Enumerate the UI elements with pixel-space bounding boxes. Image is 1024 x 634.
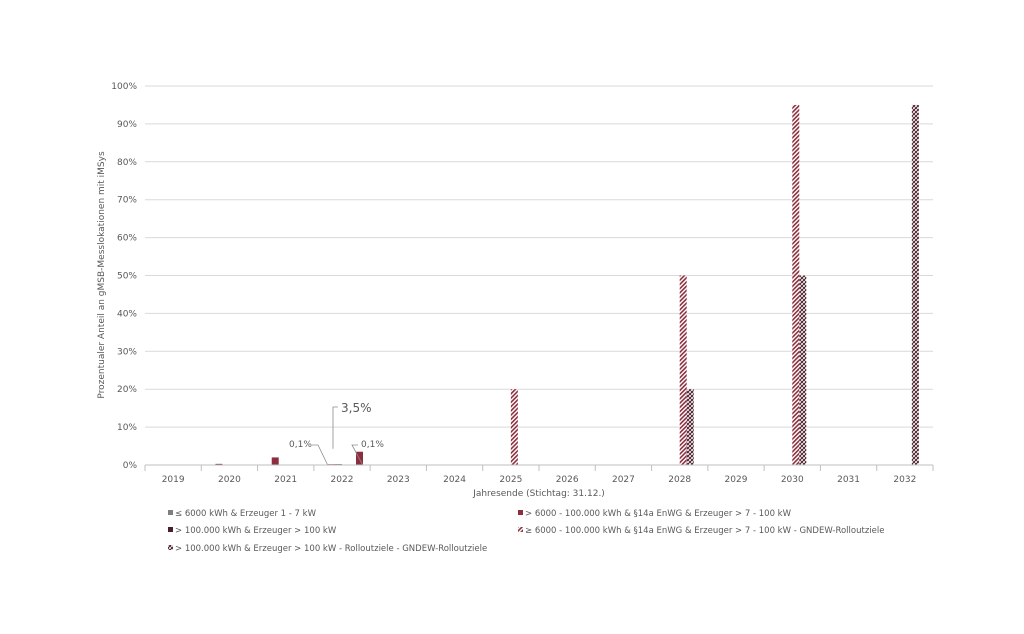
legend-label: ≥ 6000 - 100.000 kWh & §14a EnWG & Erzeu… <box>525 526 884 536</box>
x-tick-label: 2019 <box>162 475 185 485</box>
leader-line <box>332 406 338 449</box>
x-tick-label: 2028 <box>668 475 691 485</box>
data-label: 0,1% <box>289 440 312 450</box>
y-tick-label: 90% <box>117 120 137 130</box>
bar <box>792 104 800 465</box>
bar <box>799 275 807 465</box>
leader-line <box>351 444 363 465</box>
x-tick-label: 2023 <box>387 475 410 485</box>
bar <box>686 389 694 465</box>
x-tick-label: 2021 <box>274 475 297 485</box>
y-tick-label: 40% <box>117 309 137 319</box>
bar <box>215 463 223 465</box>
legend-swatch <box>168 545 173 550</box>
x-tick-label: 2020 <box>218 475 241 485</box>
bar <box>911 104 919 465</box>
gridlines <box>145 85 933 428</box>
x-tick-label: 2027 <box>612 475 635 485</box>
x-tick-label: 2030 <box>781 475 804 485</box>
y-tick-label: 30% <box>117 347 137 357</box>
x-tick-label: 2029 <box>725 475 748 485</box>
bar <box>510 389 518 465</box>
bar <box>271 457 279 465</box>
legend-swatch <box>518 510 523 515</box>
legend-label: > 100.000 kWh & Erzeuger > 100 kW - Roll… <box>175 544 487 554</box>
legend-swatch <box>168 510 173 515</box>
x-axis-title: Jahresende (Stichtag: 31.12.) <box>472 489 605 499</box>
y-tick-label: 50% <box>117 272 137 282</box>
y-tick-label: 60% <box>117 234 137 244</box>
x-tick-label: 2022 <box>331 475 354 485</box>
y-tick-label: 0% <box>123 461 138 471</box>
x-tick-label: 2031 <box>837 475 860 485</box>
y-tick-label: 10% <box>117 423 137 433</box>
data-label: 0,1% <box>361 440 384 450</box>
legend-label: > 100.000 kWh & Erzeuger > 100 kW <box>175 526 337 536</box>
legend-swatch <box>168 527 173 532</box>
y-tick-label: 80% <box>117 158 137 168</box>
y-tick-label: 100% <box>111 82 137 92</box>
legend-swatch <box>518 527 523 532</box>
bar <box>679 275 687 465</box>
y-axis-title: Prozentualer Anteil an gMSB-Messlokation… <box>97 151 107 399</box>
axes: 0% 10% 20% 30% 40% 50% 60% 70% 80% 90% 100% 2019 202… <box>111 82 934 485</box>
x-tick-label: 2025 <box>499 475 522 485</box>
legend-label: > 6000 - 100.000 kWh & §14a EnWG & Erzeu… <box>525 509 792 519</box>
annotations: 0,1% 3,5% 0,1% <box>289 401 384 465</box>
legend: ≤ 6000 kWh & Erzeuger 1 - 7 kW > 6000 - 1… <box>168 509 884 554</box>
x-tick-label: 2024 <box>443 475 466 485</box>
x-tick-label: 2026 <box>556 475 579 485</box>
x-tick-label: 2032 <box>893 475 916 485</box>
y-tick-label: 20% <box>117 385 137 395</box>
data-label: 3,5% <box>341 401 372 415</box>
leader-line <box>312 444 328 465</box>
legend-label: ≤ 6000 kWh & Erzeuger 1 - 7 kW <box>175 509 317 519</box>
bars <box>215 104 919 465</box>
y-tick-label: 70% <box>117 196 137 206</box>
